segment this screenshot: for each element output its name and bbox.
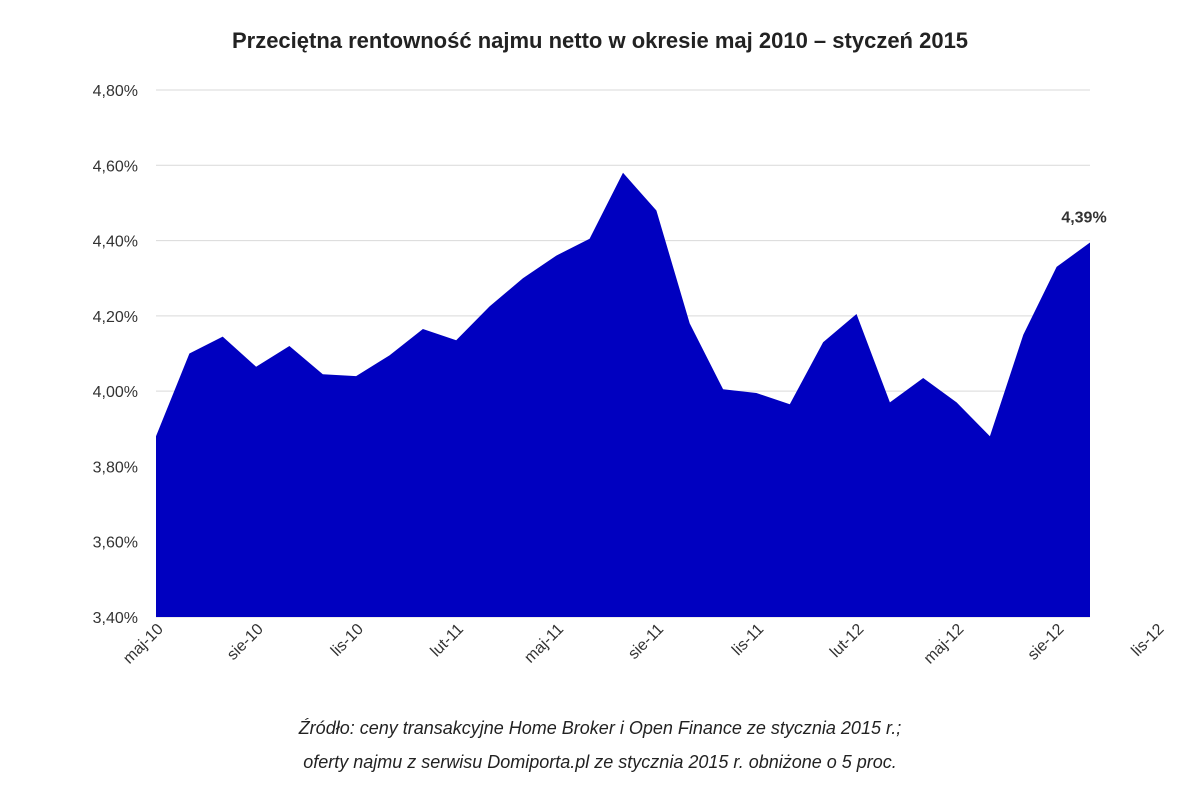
x-tick-label: lis-10	[328, 621, 367, 660]
last-value-label: 4,39%	[1061, 209, 1106, 226]
data-labels: 4,39%	[1061, 209, 1106, 226]
x-tick-label: sie-12	[1025, 621, 1068, 664]
y-tick-label: 3,40%	[93, 610, 138, 627]
x-tick-label: sie-10	[224, 621, 267, 664]
x-tick-label: lis-11	[729, 621, 767, 659]
y-tick-label: 3,80%	[93, 459, 138, 476]
source-line-2: oferty najmu z serwisu Domiporta.pl ze s…	[303, 752, 897, 772]
y-tick-label: 4,20%	[93, 309, 138, 326]
y-tick-label: 4,40%	[93, 234, 138, 251]
y-axis-ticks: 3,40% 3,60% 3,80% 4,00% 4,20% 4,40% 4,60% 4,80%	[93, 83, 138, 627]
y-tick-label: 4,60%	[93, 158, 138, 175]
chart-title: Przeciętna rentowność najmu netto w okre…	[231, 28, 969, 53]
area-fill	[156, 172, 1090, 618]
x-tick-label: maj-12	[921, 621, 968, 668]
y-tick-label: 3,60%	[93, 535, 138, 552]
x-axis-ticks: maj-10 sie-10 lis-10 lut-11 maj-11 sie-11 lis-…	[120, 621, 1167, 668]
x-tick-label: sie-11	[625, 621, 667, 663]
source-line-1: Źródło: ceny transakcyjne Home Broker i …	[298, 718, 902, 738]
x-tick-label: maj-10	[120, 621, 167, 668]
x-tick-label: lis-12	[1128, 621, 1167, 660]
y-tick-label: 4,00%	[93, 384, 138, 401]
area-series	[156, 172, 1090, 618]
x-tick-label: lut-12	[827, 621, 867, 661]
x-tick-label: lut-11	[428, 621, 468, 661]
chart-plot: 3,40% 3,60% 3,80% 4,00% 4,20% 4,40% 4,60% 4,80%…	[93, 83, 1168, 668]
x-tick-label: maj-11	[521, 621, 567, 667]
y-tick-label: 4,80%	[93, 83, 138, 100]
